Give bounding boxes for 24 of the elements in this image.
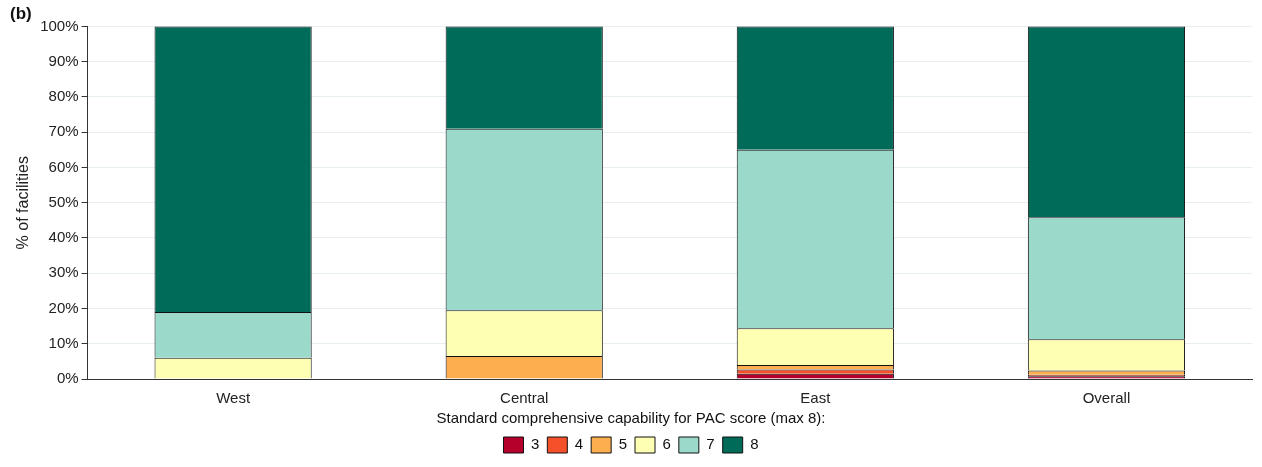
chart-title: (b) [10,3,32,23]
legend-label: 6 [662,435,671,453]
y-tick-label: 100% [40,16,79,34]
y-tick-label: 10% [48,333,79,351]
x-tick-label: Overall [1082,389,1131,407]
x-tick-label: West [216,389,251,407]
y-tick-label: 50% [48,192,79,210]
legend-label: 4 [574,435,584,453]
x-tick-label: East [800,389,832,407]
legend-label: 7 [706,435,715,453]
y-tick-label: 70% [48,122,79,140]
legend-label: 3 [530,435,540,453]
legend-title: Standard comprehensive capability for PAC score (max 8): [436,408,826,426]
y-axis-title: % of facilities [14,156,32,250]
y-tick-label: 40% [48,228,79,246]
y-tick-label: 30% [48,263,79,281]
y-tick-label: 60% [48,157,79,175]
x-tick-label: Central [500,389,549,407]
y-tick-label: 20% [48,298,79,316]
legend-label: 5 [618,435,627,453]
legend-label: 8 [750,435,759,453]
y-tick-label: 0% [56,369,79,387]
y-tick-label: 90% [48,51,79,69]
y-tick-label: 80% [48,87,79,105]
